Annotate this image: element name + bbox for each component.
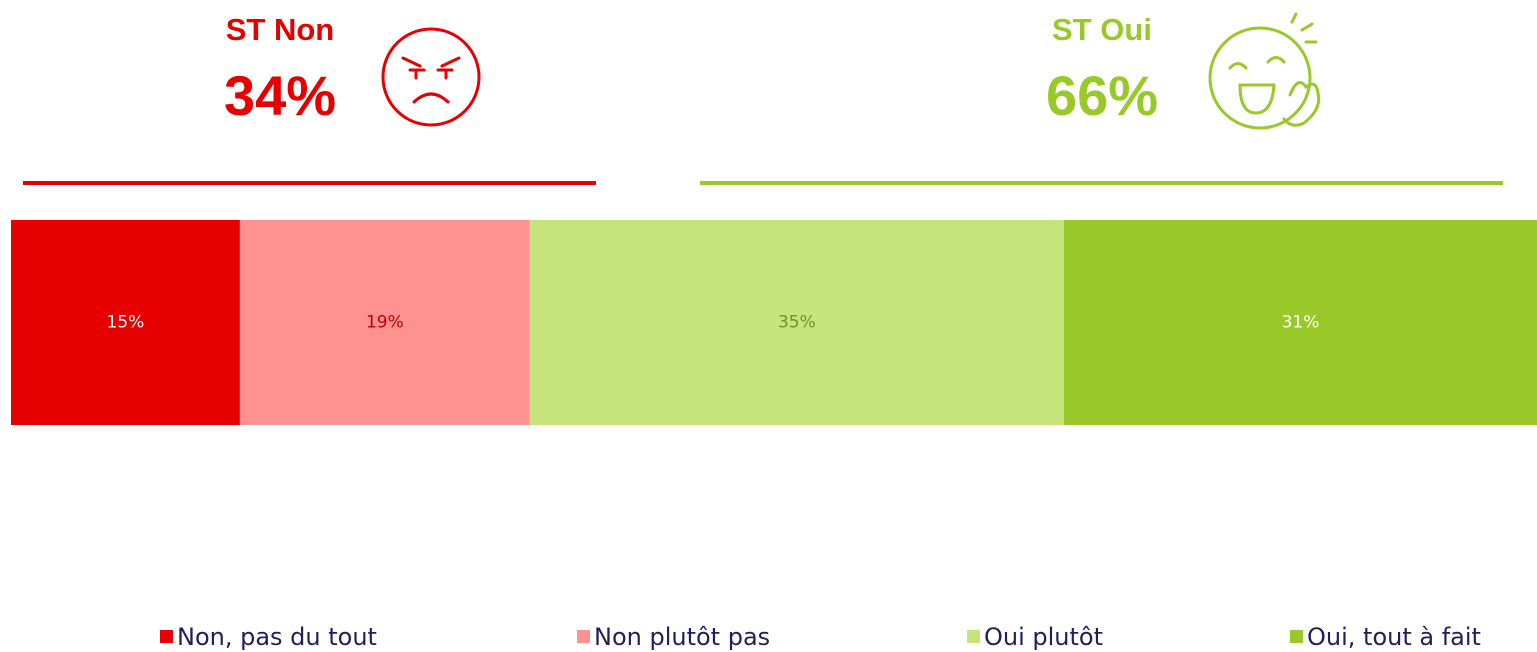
- legend-label: Oui plutôt: [984, 623, 1103, 651]
- data-label: 35%: [778, 313, 816, 333]
- data-label: 15%: [107, 313, 145, 333]
- bar-segment: [11, 220, 240, 425]
- bar-segment: [1063, 220, 1537, 425]
- legend-swatch: [577, 630, 590, 643]
- legend-swatch: [967, 630, 980, 643]
- data-label: 31%: [1282, 313, 1320, 333]
- legend-swatch: [1290, 630, 1303, 643]
- summary-label: ST Non: [226, 12, 335, 47]
- summary-value: 34%: [224, 64, 336, 127]
- legend-label: Non, pas du tout: [177, 623, 377, 651]
- data-label: 19%: [366, 313, 404, 333]
- legend-label: Non plutôt pas: [594, 623, 770, 651]
- summary-label: ST Oui: [1052, 12, 1152, 47]
- legend-swatch: [160, 630, 173, 643]
- bar-segment: [239, 220, 530, 425]
- summary-value: 66%: [1046, 64, 1158, 127]
- legend-label: Oui, tout à fait: [1307, 623, 1481, 651]
- laughing-icon: [1208, 12, 1321, 130]
- bar-segment: [529, 220, 1064, 425]
- angry-icon: [381, 27, 481, 127]
